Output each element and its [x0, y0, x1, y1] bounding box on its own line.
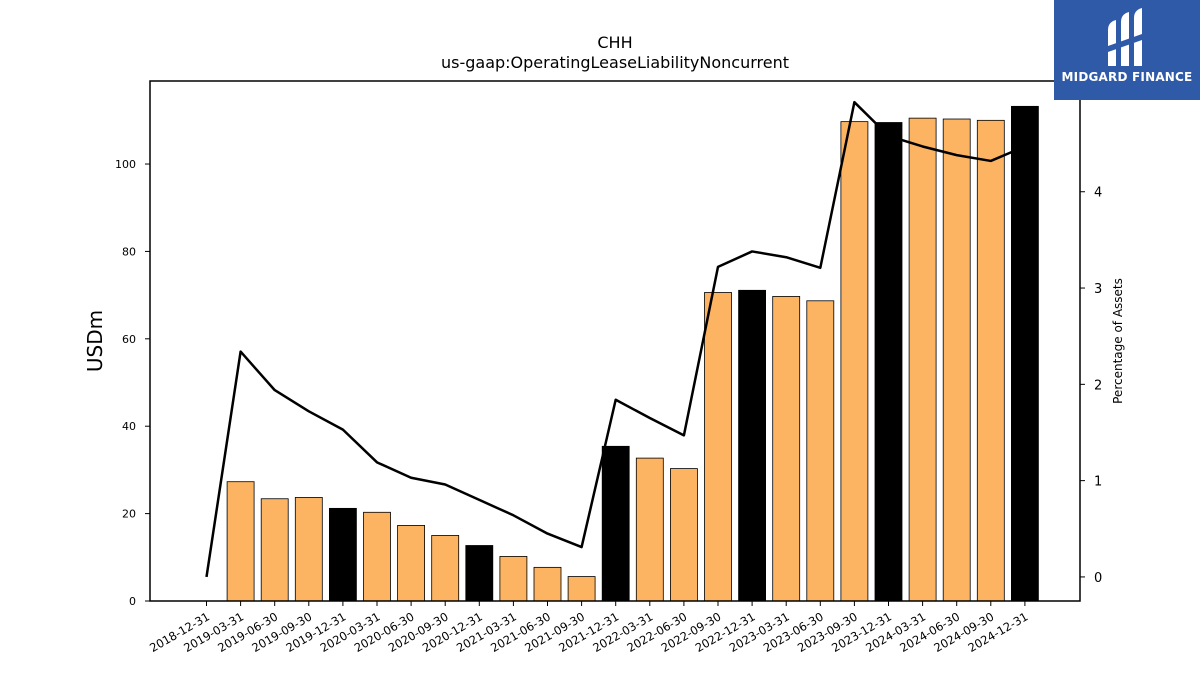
chart-title: CHH: [597, 33, 632, 52]
bar: [772, 296, 801, 602]
y2-tick-label: 1: [1094, 475, 1102, 490]
bar: [942, 118, 971, 602]
y-tick-label: 60: [122, 333, 136, 346]
left-axis-ticks: 0 20 40 60 80 100: [115, 158, 150, 608]
right-axis-ticks: 0 1 2 3 4: [1080, 186, 1102, 586]
bar: [431, 535, 460, 602]
y2-tick-label: 2: [1094, 378, 1102, 393]
line-layer: [205, 100, 1026, 578]
bar: [260, 498, 289, 602]
y2-tick-label: 0: [1094, 571, 1102, 586]
bar: [670, 468, 698, 602]
midgard-logo-icon: [1108, 8, 1142, 66]
plot-frame: [149, 80, 1081, 602]
bar: [465, 545, 494, 602]
bar: [226, 481, 255, 602]
y-tick-label: 40: [122, 420, 136, 433]
y2-tick-label: 4: [1094, 186, 1102, 201]
brand-logo: MIDGARD FINANCE: [1054, 0, 1200, 100]
bar: [806, 300, 835, 602]
chart-subtitle: us-gaap:OperatingLeaseLiabilityNoncurren…: [441, 53, 789, 72]
y-tick-label: 80: [122, 245, 136, 258]
bar: [704, 292, 732, 602]
bars-layer: [226, 105, 1039, 602]
bar: [533, 566, 562, 602]
bar: [874, 122, 903, 602]
bar: [397, 525, 426, 602]
bar: [635, 457, 664, 602]
bar: [601, 445, 630, 602]
y-tick-label: 0: [129, 595, 136, 608]
y-tick-label: 20: [122, 508, 136, 521]
brand-name: MIDGARD FINANCE: [1061, 70, 1193, 84]
bar: [840, 121, 869, 602]
bar: [908, 117, 937, 602]
series-line: [205, 100, 1026, 578]
x-axis-ticks: 2018-12-312019-03-312019-06-302019-09-30…: [147, 601, 1030, 655]
bar: [1011, 105, 1039, 602]
bar: [738, 289, 766, 602]
bar: [328, 507, 357, 602]
bar: [499, 556, 528, 602]
bar: [294, 497, 323, 602]
bar: [363, 511, 391, 602]
y2-tick-label: 3: [1094, 282, 1102, 297]
bar: [976, 119, 1005, 602]
y2-axis-label: Percentage of Assets: [1111, 278, 1125, 404]
bar: [567, 576, 596, 602]
y-tick-label: 100: [115, 158, 136, 171]
y-axis-label: USDm: [83, 310, 107, 372]
